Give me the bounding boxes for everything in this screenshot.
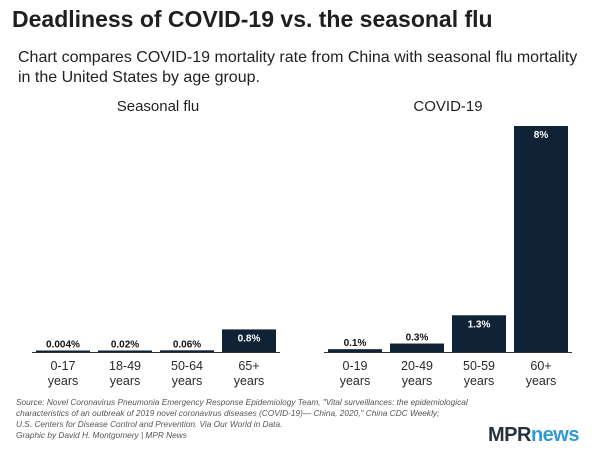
source-line: Graphic by David H. Montgomery | MPR New… [16, 430, 187, 440]
data-label: 0.3% [406, 333, 429, 344]
category-label: 20-49 [401, 359, 433, 373]
category-label: years [464, 374, 495, 388]
category-label: 0-17 [50, 359, 75, 373]
category-label: years [172, 374, 203, 388]
bar-charts: Seasonal flu0.004%0-17years0.02%18-49yea… [32, 98, 572, 388]
source-line: U.S. Centers for Disease Control and Pre… [16, 419, 283, 429]
source-line: Source: Novel Coronavirus Pneumonia Emer… [16, 397, 468, 407]
bar [390, 343, 444, 352]
chart-title: Deadliness of COVID-19 vs. the seasonal … [12, 6, 493, 32]
data-label: 0.004% [46, 340, 80, 351]
bar [36, 350, 90, 352]
bar [160, 350, 214, 352]
category-label: years [110, 374, 141, 388]
source-note: Source: Novel Coronavirus Pneumonia Emer… [16, 397, 602, 441]
panel-title: COVID-19 [413, 98, 482, 115]
category-label: years [234, 374, 265, 388]
mpr-news-logo: MPRnews [488, 424, 579, 447]
category-label: 50-64 [171, 359, 203, 373]
data-label: 0.02% [111, 340, 139, 351]
bar [222, 329, 276, 352]
data-label: 0.8% [238, 333, 261, 344]
category-label: years [48, 374, 79, 388]
data-label: 0.1% [344, 338, 367, 349]
bar [514, 126, 568, 352]
category-label: 65+ [238, 359, 259, 373]
panel-title: Seasonal flu [117, 98, 200, 115]
category-label: 60+ [530, 359, 551, 373]
category-label: years [526, 374, 557, 388]
category-label: 18-49 [109, 359, 141, 373]
bar [98, 350, 152, 352]
data-label: 0.06% [173, 339, 201, 350]
category-label: 0-19 [342, 359, 367, 373]
category-label: years [340, 374, 371, 388]
logo-mpr: MPR [488, 424, 531, 446]
category-label: 50-59 [463, 359, 495, 373]
data-label: 1.3% [468, 319, 491, 330]
bar [452, 315, 506, 352]
category-label: years [402, 374, 433, 388]
logo-news: news [530, 424, 580, 446]
data-label: 8% [534, 130, 549, 141]
chart-subtitle: Chart compares COVID-19 mortality rate f… [18, 49, 578, 86]
source-line: characteristics of an outbreak of 2019 n… [16, 408, 440, 418]
bar [328, 349, 382, 352]
